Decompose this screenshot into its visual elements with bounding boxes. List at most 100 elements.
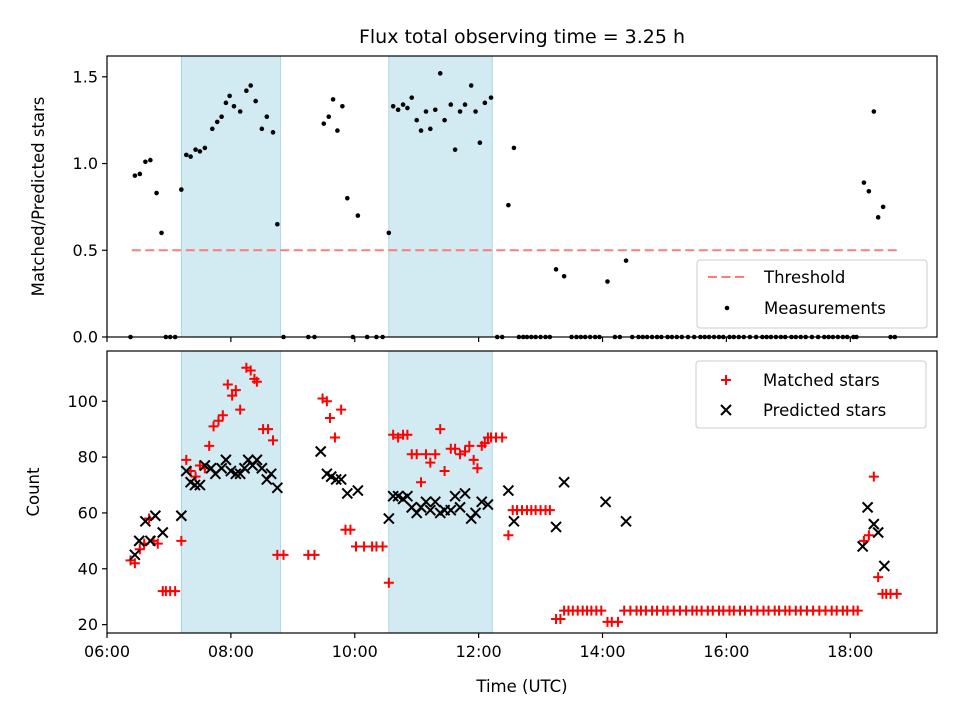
legend-measurements-label: Measurements — [764, 299, 886, 318]
predicted-stars-point — [401, 490, 414, 502]
measurement-point — [244, 88, 249, 93]
matched-stars-point — [435, 424, 446, 435]
measurement-point — [259, 126, 265, 132]
measurement-point — [275, 221, 280, 227]
measurement-point — [875, 215, 881, 220]
matched-stars-point — [555, 614, 566, 625]
matched-stars-point — [377, 541, 388, 552]
measurement-point — [253, 98, 258, 104]
measurement-point — [183, 152, 189, 158]
matched-stars-point — [497, 432, 508, 443]
measurement-point — [159, 230, 164, 236]
measurement-point — [209, 126, 215, 132]
legend-box — [695, 360, 927, 429]
measurement-point — [861, 180, 867, 185]
matched-stars-point — [472, 463, 483, 474]
predicted-stars-point — [175, 510, 188, 522]
matched-stars-point — [852, 605, 863, 616]
measurement-point — [193, 147, 198, 152]
predicted-stars-point — [139, 515, 152, 528]
predicted-stars-point — [256, 462, 268, 474]
matched-stars-point — [181, 454, 192, 465]
matched-stars-point — [402, 429, 413, 440]
predicted-stars-point — [330, 473, 342, 486]
predicted-stars-point — [133, 535, 145, 547]
measurement-point — [197, 149, 203, 154]
predicted-stars-point — [230, 468, 242, 480]
measurement-point — [340, 104, 345, 109]
measurement-point — [871, 109, 877, 114]
predicted-stars-point — [868, 518, 880, 530]
x-tick-label: 14:00 — [579, 642, 625, 661]
predicted-stars-point — [157, 526, 169, 539]
predicted-stars-point — [251, 454, 263, 466]
predicted-stars-point — [599, 496, 612, 508]
matched-stars-point — [336, 404, 347, 415]
matched-stars-point — [430, 449, 441, 460]
legend-matched-swatch — [721, 375, 731, 385]
predicted-stars-point — [144, 535, 157, 547]
predicted-stars-point — [454, 501, 466, 514]
measurement-point — [462, 102, 468, 107]
measurement-point — [553, 267, 559, 272]
predicted-stars-point — [314, 445, 327, 458]
measurement-point — [143, 159, 148, 165]
predicted-stars-point — [220, 454, 232, 466]
y-tick-label: 1.0 — [73, 154, 98, 173]
y-axis-label-count: Count — [24, 467, 43, 517]
measurement-point — [400, 102, 406, 107]
predicted-stars-point — [445, 504, 457, 516]
y-tick-label: 100 — [67, 392, 98, 411]
predicted-stars-point — [550, 521, 562, 533]
matched-stars-point — [329, 432, 340, 443]
matched-stars-point — [416, 477, 427, 488]
measurement-point — [866, 188, 872, 194]
predicted-stars-point — [387, 490, 399, 502]
matched-stars-point — [227, 390, 238, 401]
matched-stars-point — [450, 443, 461, 454]
predicted-stars-point — [194, 479, 206, 491]
matched-stars-point — [479, 438, 490, 449]
x-tick-label: 10:00 — [332, 642, 378, 661]
matched-stars-point — [230, 385, 241, 396]
predicted-stars-point — [238, 462, 251, 474]
measurement-point — [264, 114, 270, 120]
measurement-point — [355, 213, 361, 218]
predicted-stars-point — [502, 484, 515, 497]
matched-stars-point — [868, 471, 879, 482]
measurement-point — [132, 173, 138, 178]
measurement-point — [395, 107, 401, 113]
matched-stars-point — [503, 530, 514, 541]
matched-stars-point — [544, 505, 555, 516]
matched-stars-point — [420, 449, 431, 460]
measurement-point — [231, 104, 237, 109]
predicted-stars-point — [620, 515, 632, 528]
predicted-stars-point — [199, 459, 211, 472]
measurement-point — [409, 95, 415, 100]
bottom-panel-counts: 20 40 60 80 100 06:00 08:00 10:00 12:00 14:00 16:0… — [24, 350, 938, 661]
predicted-stars-point — [508, 515, 520, 528]
predicted-stars-point — [469, 507, 482, 519]
matched-stars-point — [613, 616, 624, 627]
matched-stars-point — [170, 586, 181, 597]
predicted-stars-point — [420, 496, 432, 508]
predicted-stars-point — [878, 560, 891, 572]
matched-stars-point — [411, 449, 422, 460]
predicted-stars-point — [856, 540, 869, 553]
predicted-stars-point — [149, 510, 162, 522]
shaded-interval — [388, 55, 493, 338]
matched-stars-point — [309, 549, 320, 560]
matched-stars-point — [596, 605, 607, 616]
x-axis-label: Time (UTC) — [475, 677, 567, 696]
predicted-stars-point — [383, 512, 395, 525]
shaded-interval — [180, 55, 281, 338]
measurement-point — [386, 230, 392, 236]
legend-matched-label: Matched stars — [763, 371, 880, 390]
measurement-point — [473, 109, 478, 114]
legend-box — [696, 259, 928, 329]
top-panel-ratio: 0.0 0.5 1.0 1.5 Matched/Predicted stars Thres… — [29, 55, 938, 347]
matched-stars-point — [176, 535, 187, 546]
matched-stars-point — [129, 558, 140, 569]
legend-measurements-swatch — [724, 305, 730, 311]
